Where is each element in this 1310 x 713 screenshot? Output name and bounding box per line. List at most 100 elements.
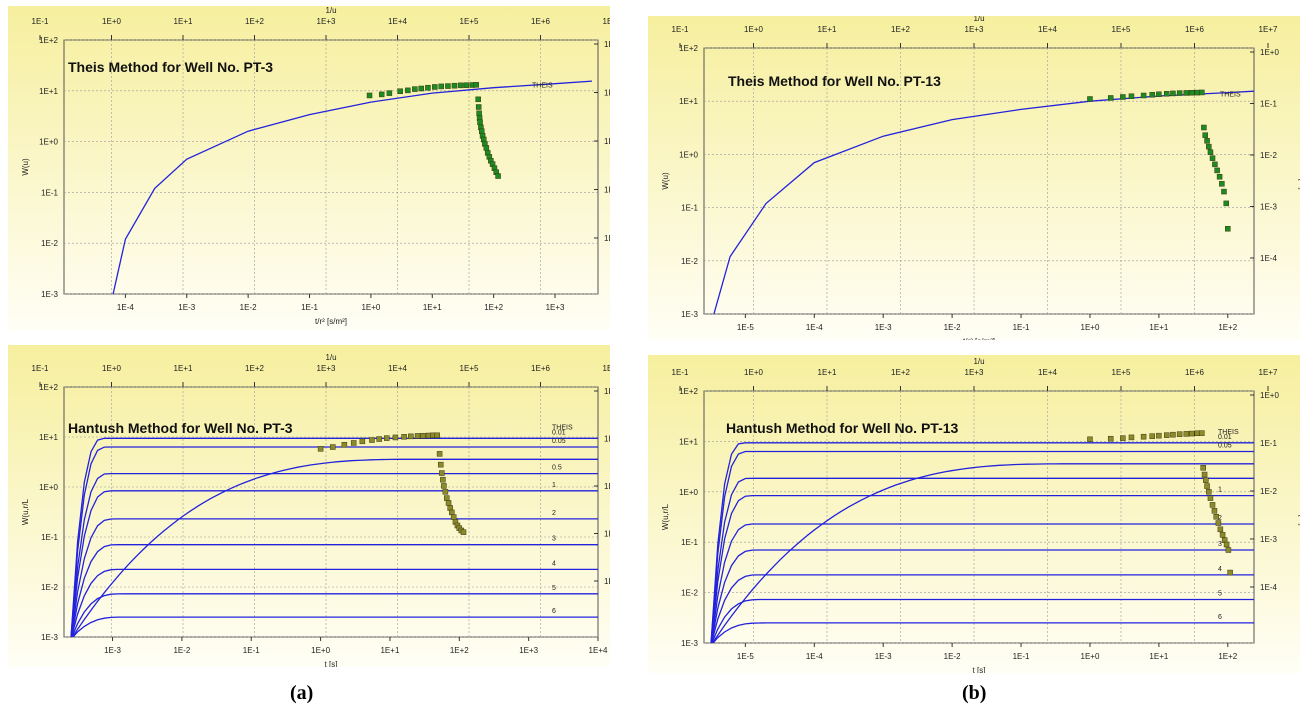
top-tick-label: 1E+4 [388, 364, 407, 373]
chart-title: Theis Method for Well No. PT-13 [728, 73, 941, 89]
observation-point [1214, 167, 1220, 174]
top-tick-label: 1E+6 [531, 364, 550, 373]
y-tick-label: 1E-1 [41, 533, 58, 542]
observation-point [1219, 532, 1226, 538]
x-tick-label: 1E-2 [944, 323, 961, 332]
observation-point [378, 91, 385, 98]
right-tick-label: 1E+0 [604, 137, 610, 146]
x-tick-label: 1E+2 [450, 646, 469, 655]
panel-b-top: 1E-1 1E+0 1E+1 1E+2 1E+3 1E+4 1E+5 1E+6 1E+7 1/u 1… [648, 16, 1300, 340]
x-tick-label: 1E+0 [361, 303, 380, 312]
observation-point [1200, 465, 1206, 471]
top-axis-label: 1/u [973, 357, 984, 366]
right-tick-label: 1E+0 [604, 482, 610, 491]
x-tick-label: 1E+3 [546, 303, 565, 312]
top-tick-label: 1E+7 [1259, 25, 1278, 34]
curve-label: 1 [1218, 487, 1222, 494]
curve-label: 2 [552, 510, 556, 517]
observation-point [384, 435, 390, 441]
top-tick-label: 1E+2 [245, 364, 264, 373]
curve-label: 4 [1218, 566, 1222, 573]
observation-point [1223, 200, 1230, 207]
top-axis-label: 1/u [973, 16, 984, 23]
curve-label: 0.05 [1218, 443, 1232, 450]
curve-label: 0.05 [552, 438, 566, 445]
x-tick-label: 1E+2 [1218, 323, 1237, 332]
observation-point [1209, 502, 1216, 508]
observation-point [359, 438, 366, 445]
right-axis-label: s [m] [1298, 172, 1300, 189]
y-axis-label: W(u) [661, 172, 670, 190]
right-tick-label: 1E-1 [1260, 439, 1277, 448]
right-tick-label: 1E+2 [604, 387, 610, 396]
curves-group [70, 437, 598, 637]
type-curve-0-01 [70, 437, 598, 637]
observation-point [1207, 149, 1214, 155]
observation-point [1216, 174, 1223, 180]
observation-point [425, 84, 431, 91]
chart-title: Hantush Method for Well No. PT-3 [68, 420, 293, 436]
observation-point [1107, 95, 1114, 101]
observation-point [463, 82, 470, 88]
x-axis-label: t [s] [325, 660, 338, 667]
observation-point [1087, 96, 1093, 102]
panel-b-bottom: 1E-1 1E+0 1E+1 1E+2 1E+3 1E+4 1E+5 1E+6 1E+7 1/u 1… [648, 355, 1300, 673]
top-tick-label: 1E+3 [317, 364, 336, 373]
x-tick-label: 1E+4 [589, 646, 608, 655]
x-tick-label: 1E+0 [1081, 652, 1100, 661]
y-tick-label: 1E+1 [679, 437, 698, 446]
observation-point [1213, 513, 1220, 520]
x-tick-label: 1E+2 [1218, 652, 1237, 661]
observation-point [445, 500, 452, 506]
observation-point [475, 96, 481, 103]
y-tick-label: 1E-3 [681, 639, 698, 648]
top-tick-label: 1E+0 [102, 17, 121, 26]
observation-point [420, 432, 426, 439]
x-tick-label: 1E-1 [1013, 323, 1030, 332]
observation-point [437, 461, 444, 468]
caption-a: (a) [290, 682, 314, 704]
observation-point [460, 529, 467, 535]
top-tick-label: 1E+2 [891, 368, 910, 377]
observation-point [434, 432, 440, 439]
x-tick-label: 1E-3 [875, 652, 892, 661]
y-tick-label: 1E+2 [39, 383, 58, 392]
observation-point [366, 92, 373, 99]
x-tick-label: 1E-2 [173, 646, 190, 655]
observation-point [1170, 90, 1176, 97]
observation-point [408, 433, 414, 440]
y-tick-label: 1E-2 [681, 257, 698, 266]
observation-point [1215, 520, 1222, 526]
top-tick-label: 1E+2 [891, 25, 910, 34]
type-curve-3 [70, 544, 598, 637]
curve-label: THEIS [1218, 429, 1239, 436]
observation-point [1140, 433, 1147, 440]
chart-hantush-pt13: 1E-1 1E+0 1E+1 1E+2 1E+3 1E+4 1E+5 1E+6 1E+7 1/u 1… [648, 355, 1300, 673]
right-tick-label: 1E-3 [1260, 203, 1277, 212]
top-tick-label: 1E+5 [460, 17, 479, 26]
top-tick-label: 1E+4 [388, 17, 407, 26]
type-curve-5 [71, 593, 598, 637]
top-tick-label: 1E+3 [965, 25, 984, 34]
curve-label: 5 [1218, 590, 1222, 597]
observation-point [1149, 92, 1155, 98]
observation-point [1128, 434, 1135, 441]
top-tick-label: 1E+0 [102, 364, 121, 373]
observation-point [1225, 547, 1232, 553]
y-axis-label: W(u,r/L [661, 503, 670, 530]
observation-point [330, 444, 336, 450]
observation-point [1176, 431, 1183, 437]
x-axis-label: t/r² [s/m²] [963, 337, 995, 340]
top-tick-label: 1E+4 [1038, 368, 1057, 377]
observation-point [441, 483, 447, 489]
curve-label: THEIS [532, 83, 553, 90]
curves-group [710, 442, 1254, 643]
top-tick-label: 1E-1 [32, 17, 49, 26]
observation-point [1211, 508, 1218, 514]
observation-point [1120, 94, 1126, 100]
observation-point [1204, 483, 1210, 489]
observation-point [1107, 435, 1114, 442]
y-tick-label: 1E-2 [681, 589, 698, 598]
top-tick-label: 1E+5 [1112, 368, 1131, 377]
type-curve-1 [70, 490, 598, 637]
